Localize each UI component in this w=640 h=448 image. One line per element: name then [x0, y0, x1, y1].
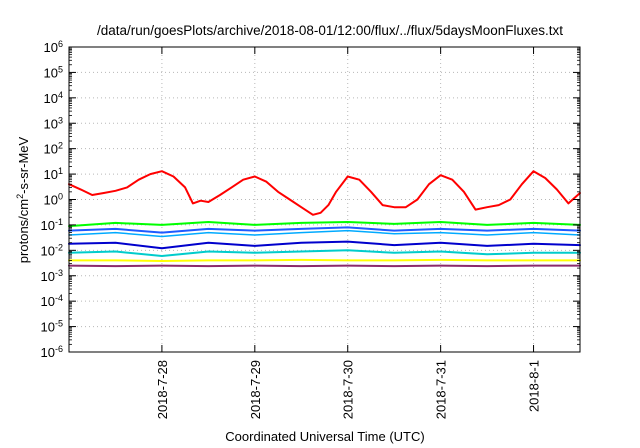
y-tick-label: 104 [44, 90, 63, 106]
y-axis-ticks: 10-610-510-410-310-210-11001011021031041… [41, 39, 580, 360]
y-axis-label-superscript: 2 [15, 194, 25, 199]
series-layer [68, 170, 581, 268]
y-tick-base: 10 [44, 167, 58, 182]
series-line-7 [68, 258, 581, 262]
y-tick-base: 10 [44, 91, 58, 106]
series-line-3 [68, 229, 581, 238]
y-tick-exponent: -2 [55, 242, 63, 252]
x-tick-label: 2018-7-31 [434, 360, 449, 419]
chart-title: /data/run/goesPlots/archive/2018-08-01/1… [97, 23, 563, 38]
y-tick-exponent: 2 [58, 141, 63, 151]
y-tick-label: 10-3 [41, 268, 63, 284]
y-tick-base: 10 [41, 320, 55, 335]
y-tick-base: 10 [44, 116, 58, 131]
y-tick-base: 10 [44, 142, 58, 157]
y-tick-base: 10 [41, 269, 55, 284]
y-tick-label: 10-1 [41, 217, 63, 233]
y-tick-base: 10 [41, 218, 55, 233]
y-tick-exponent: -3 [55, 268, 63, 278]
y-axis-label-part2: -s-sr-MeV [16, 136, 31, 193]
y-tick-base: 10 [41, 243, 55, 258]
y-tick-label: 10-6 [41, 344, 63, 360]
y-tick-label: 10-2 [41, 242, 63, 258]
y-tick-base: 10 [41, 345, 55, 360]
x-tick-label: 2018-7-28 [155, 360, 170, 419]
grid-layer [69, 47, 580, 352]
y-tick-label: 10-5 [41, 319, 63, 335]
y-tick-label: 105 [44, 64, 63, 80]
y-axis-label-part1: protons/cm [16, 199, 31, 263]
x-axis-ticks: 2018-7-28 2018-7-29 2018-7-30 2018-7-31 2018… [155, 47, 542, 419]
y-tick-base: 10 [44, 65, 58, 80]
series-line-8 [68, 264, 581, 268]
series-line-2 [68, 221, 581, 228]
series-line-1 [68, 170, 581, 216]
series-line-4 [68, 226, 581, 234]
y-tick-label: 101 [44, 166, 63, 182]
y-tick-base: 10 [41, 294, 55, 309]
y-tick-exponent: 4 [58, 90, 63, 100]
y-tick-exponent: -1 [55, 217, 63, 227]
y-tick-exponent: -5 [55, 319, 63, 329]
y-tick-label: 106 [44, 39, 63, 55]
y-tick-exponent: 1 [58, 166, 63, 176]
y-tick-exponent: 5 [58, 64, 63, 74]
y-tick-exponent: 6 [58, 39, 63, 49]
x-tick-label: 2018-7-29 [248, 360, 263, 419]
x-axis-label: Coordinated Universal Time (UTC) [225, 429, 424, 444]
y-axis-label: protons/cm2-s-sr-MeV [15, 136, 31, 263]
y-tick-exponent: 3 [58, 115, 63, 125]
y-tick-label: 102 [44, 141, 63, 157]
y-tick-base: 10 [44, 193, 58, 208]
y-tick-label: 10-4 [41, 293, 63, 309]
y-tick-base: 10 [44, 40, 58, 55]
series-line-5 [68, 240, 581, 250]
x-tick-label: 2018-8-1 [527, 360, 542, 412]
y-tick-label: 103 [44, 115, 63, 131]
x-tick-label: 2018-7-30 [341, 360, 356, 419]
y-tick-exponent: -6 [55, 344, 63, 354]
y-tick-exponent: -4 [55, 293, 63, 303]
y-tick-exponent: 0 [58, 192, 63, 202]
y-tick-label: 100 [44, 192, 63, 208]
series-line-6 [68, 249, 581, 257]
